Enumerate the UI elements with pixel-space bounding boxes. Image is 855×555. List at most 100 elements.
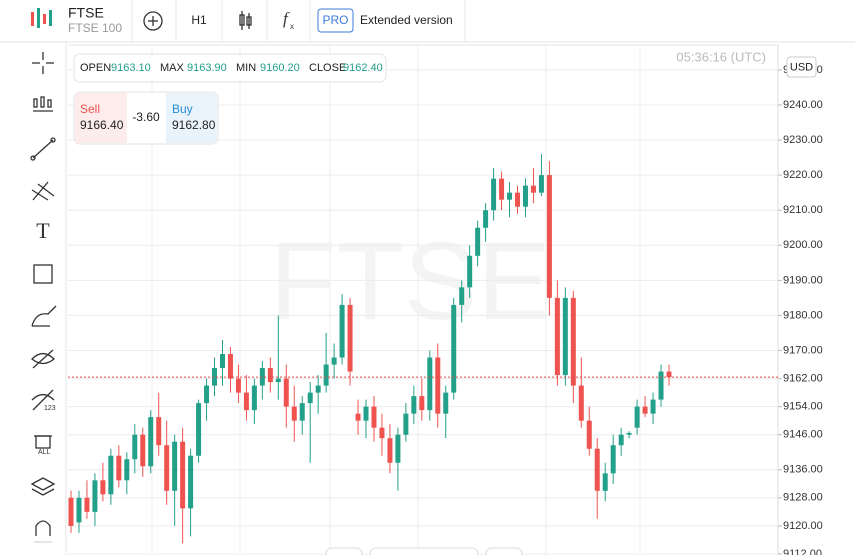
open-label: OPEN: [80, 62, 111, 74]
buy-button[interactable]: [166, 93, 217, 143]
tool-crosshair[interactable]: [32, 52, 54, 74]
candle-body: [355, 413, 361, 421]
extended-version[interactable]: Extended version: [360, 13, 453, 27]
currency-box[interactable]: [786, 56, 817, 78]
logo: [31, 8, 52, 28]
y-tick-label: 9230.00: [783, 134, 823, 146]
y-tick-label: 9180.00: [783, 309, 823, 321]
candle-body: [594, 448, 600, 491]
candle-body: [666, 371, 672, 378]
tool-magnet[interactable]: [34, 520, 52, 543]
y-tick-label: 9136.00: [783, 464, 823, 476]
ohlc-panel: [73, 53, 387, 83]
candle-body: [395, 434, 401, 463]
tool-bars[interactable]: [33, 96, 53, 112]
y-tick-label: 9162.00: [783, 372, 823, 384]
buy-label: Buy: [172, 102, 193, 116]
candle-body: [626, 432, 632, 435]
candle-body: [68, 497, 74, 526]
candle-body: [570, 297, 576, 386]
candle-body: [435, 357, 441, 414]
buy-price: 9162.80: [172, 118, 216, 132]
symbol[interactable]: FTSE: [68, 5, 104, 21]
candle-body: [307, 392, 313, 404]
timeframe[interactable]: H1: [191, 13, 207, 27]
candle-body: [188, 455, 194, 509]
candle-body: [658, 371, 664, 400]
candle-body: [499, 178, 505, 200]
candle-body: [148, 417, 154, 467]
candle-body: [634, 406, 640, 428]
tool-hide[interactable]: [31, 349, 55, 369]
candle-body: [116, 455, 122, 481]
candle-body: [642, 406, 648, 414]
candle-body: [451, 304, 457, 393]
candle-body: [156, 417, 162, 446]
candle-body: [379, 427, 385, 439]
candles: [68, 154, 778, 544]
candle-body: [235, 378, 241, 393]
candle-body: [243, 392, 249, 411]
currency: USD: [790, 61, 813, 73]
candle-body: [76, 497, 82, 523]
tool-line[interactable]: [30, 137, 56, 161]
y-tick-label: 9120.00: [783, 520, 823, 532]
candle-body: [291, 406, 297, 421]
y-tick-label: 9146.00: [783, 429, 823, 441]
tool-rect[interactable]: [33, 264, 53, 284]
y-axis: 9250.009240.009230.009220.009210.009200.…: [778, 64, 823, 555]
candle-body: [219, 354, 225, 369]
candle-body: [403, 413, 409, 435]
pro-badge-box[interactable]: [317, 8, 354, 33]
candle-body: [371, 406, 377, 428]
close-label: CLOSE: [309, 62, 346, 74]
candle-body: [443, 392, 449, 414]
candle-body: [578, 385, 584, 421]
sell-label: Sell: [80, 102, 100, 116]
top-bar: [0, 0, 855, 42]
candle-body: [530, 185, 536, 193]
min-value: 9160.20: [260, 62, 300, 74]
bottom-controls[interactable]: [325, 547, 523, 555]
candle-body: [132, 434, 138, 460]
candle-body: [467, 255, 473, 288]
y-tick-label: 9170.00: [783, 344, 823, 356]
tool-text[interactable]: T: [36, 218, 50, 243]
candle-body: [84, 497, 90, 512]
svg-text:ALL: ALL: [38, 449, 51, 456]
indicators-button[interactable]: f: [283, 9, 290, 28]
tool-hide-123[interactable]: 123: [31, 389, 56, 412]
candle-body: [331, 357, 337, 365]
chart-type-button[interactable]: [239, 11, 252, 30]
candle-body: [227, 354, 233, 379]
candle-body: [347, 304, 353, 372]
tool-fib[interactable]: [31, 181, 55, 201]
add-button[interactable]: [143, 11, 163, 31]
tool-brush[interactable]: [31, 305, 57, 327]
candle-body: [650, 399, 656, 414]
candle-body: [339, 304, 345, 358]
candle-body: [546, 175, 552, 298]
candle-body: [483, 210, 489, 228]
tool-delete-all[interactable]: ALL: [34, 435, 52, 456]
candle-body: [363, 406, 369, 421]
candle-body: [196, 403, 202, 456]
tool-layers[interactable]: [30, 477, 56, 496]
max-value: 9163.90: [187, 62, 227, 74]
candle-body: [610, 445, 616, 474]
y-tick-label: 9154.00: [783, 401, 823, 413]
timestamp: 05:36:16 (UTC): [676, 49, 766, 64]
sell-button[interactable]: [75, 93, 127, 143]
candle-body: [275, 378, 281, 383]
candle-body: [180, 441, 186, 509]
candle-body: [172, 441, 178, 491]
candle-body: [459, 287, 465, 305]
candle-body: [427, 357, 433, 411]
y-tick-label: 9200.00: [783, 239, 823, 251]
pro-badge: PRO: [322, 13, 348, 27]
candle-body: [475, 227, 481, 256]
sell-price: 9166.40: [80, 118, 124, 132]
y-tick-label: 9210.00: [783, 204, 823, 216]
